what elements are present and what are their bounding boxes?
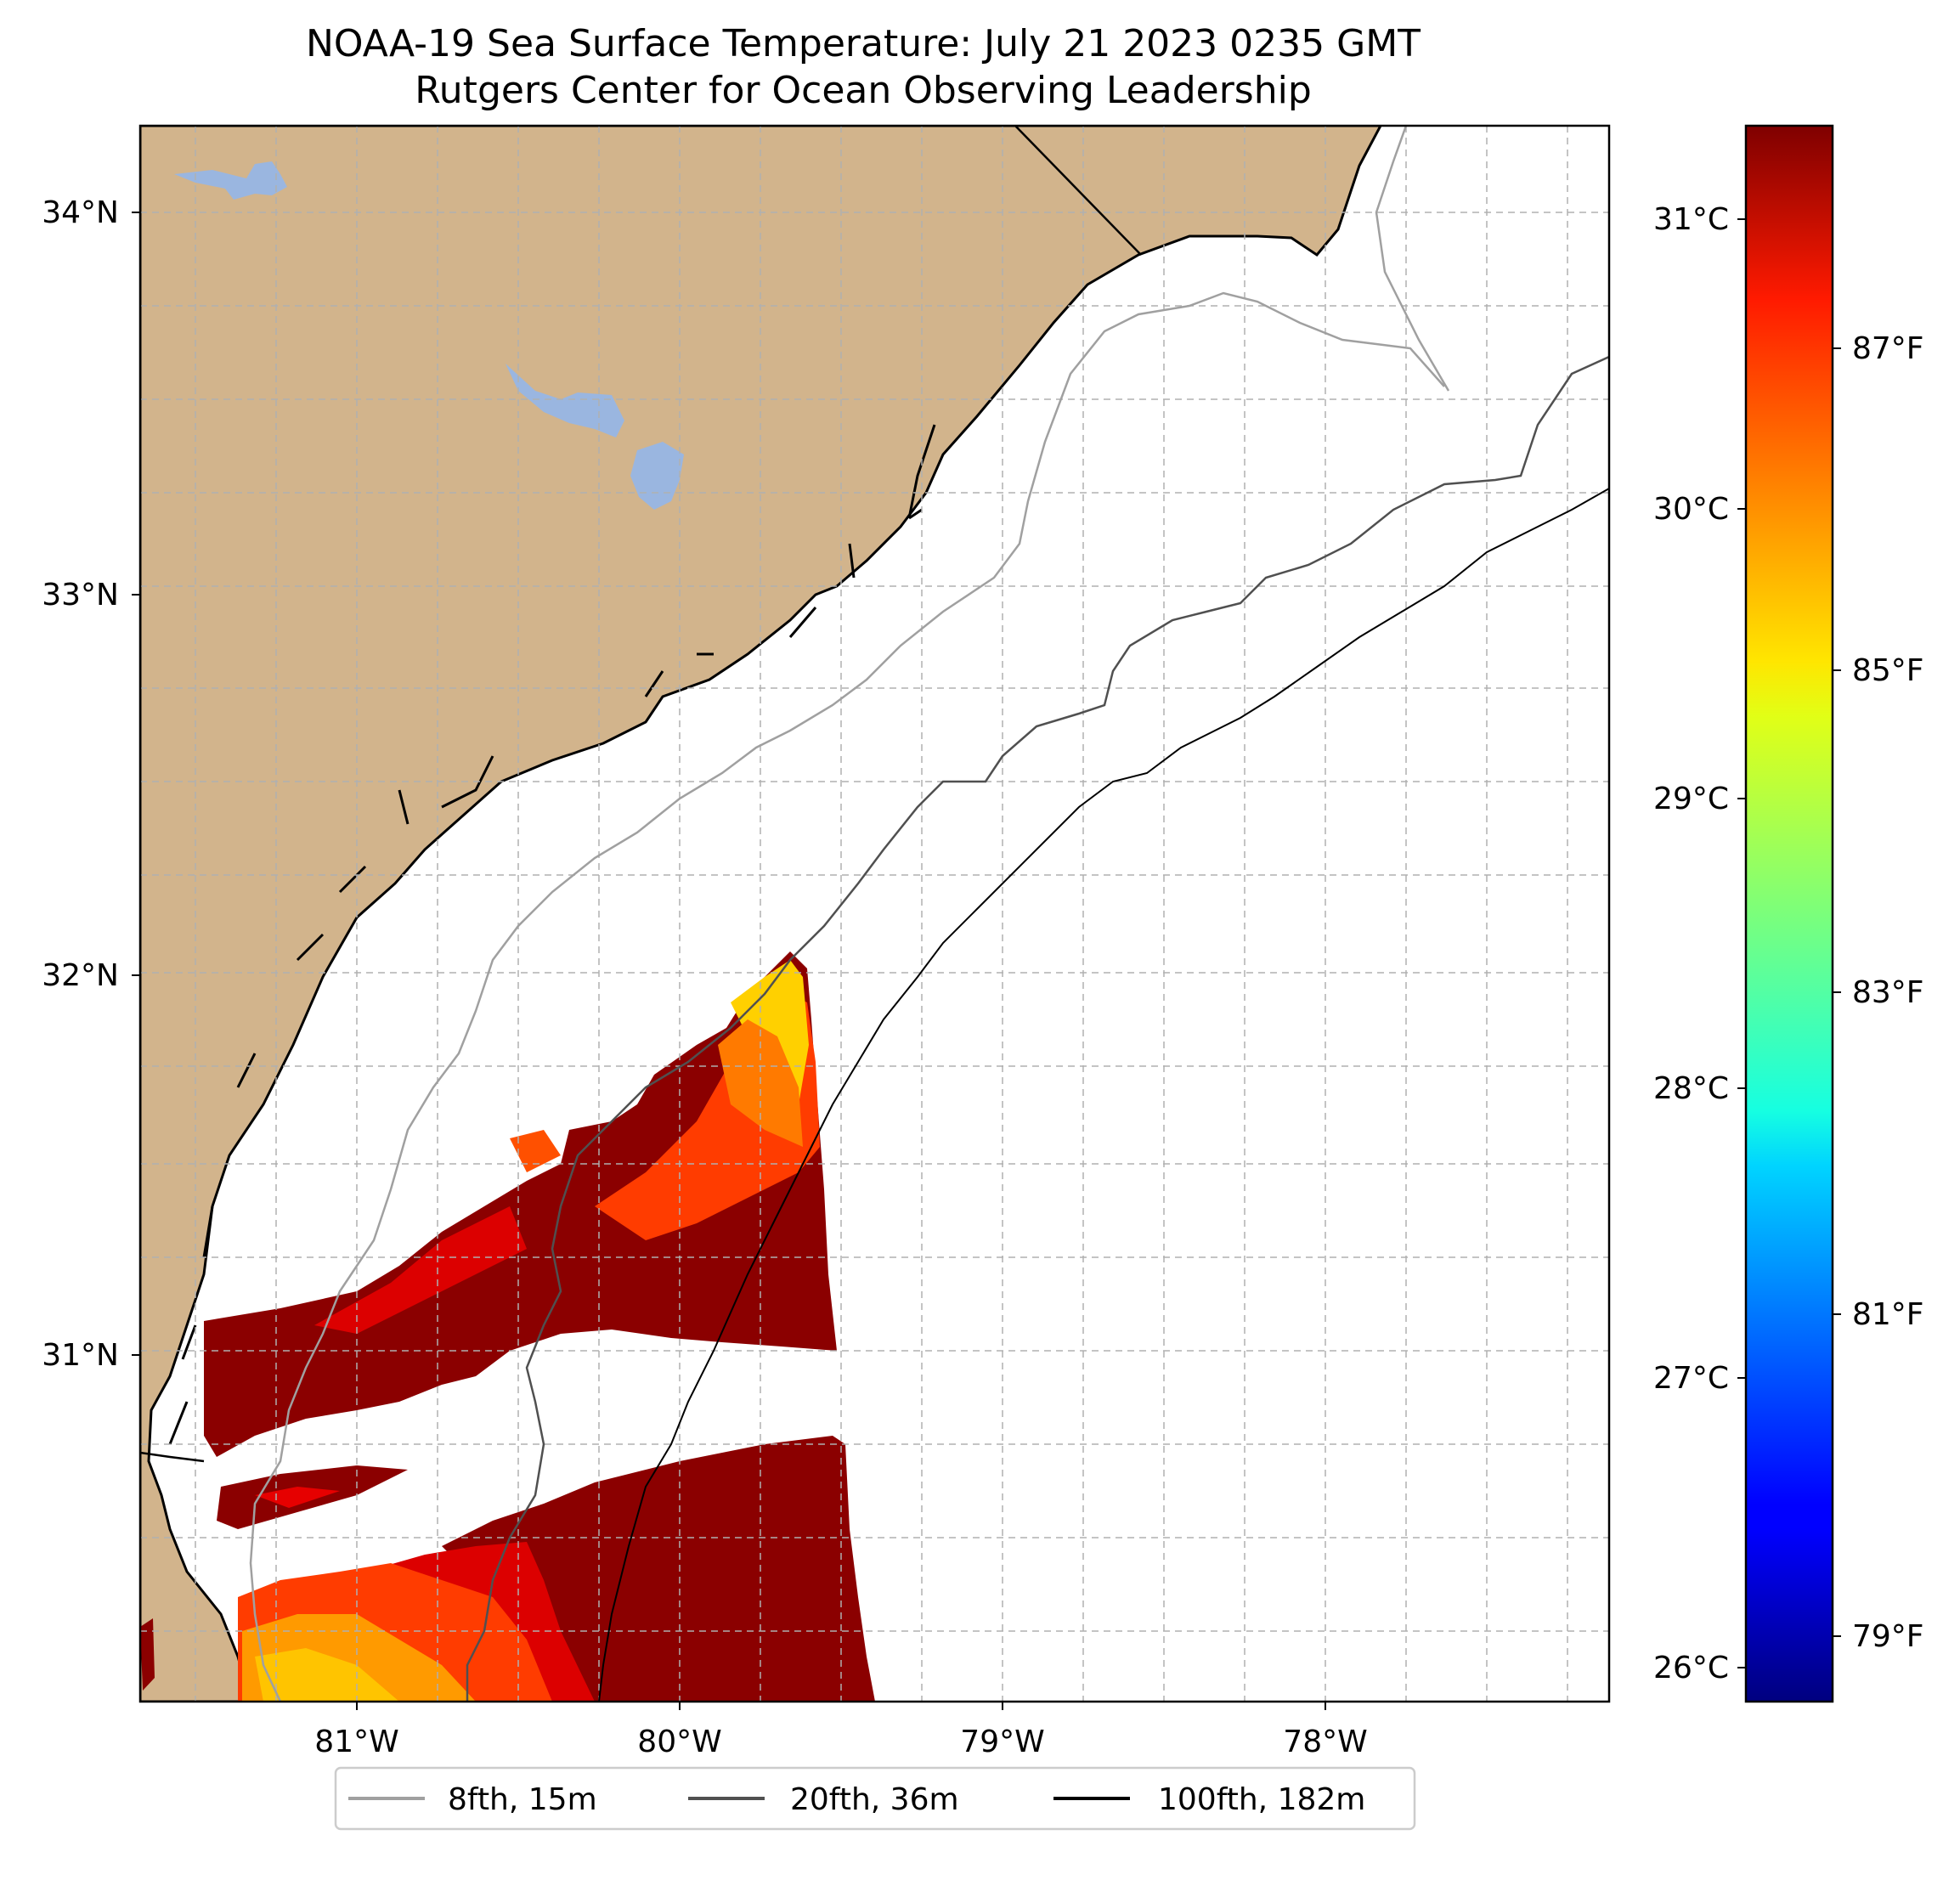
isobath-100fth <box>598 488 1609 1702</box>
isobath-20fth <box>466 355 1609 1702</box>
legend-box <box>334 1766 1416 1831</box>
colorbar-gradient <box>1744 124 1834 1703</box>
land-mass <box>140 126 1382 1702</box>
colorbar-c-tick-28: 28°C <box>1653 1071 1729 1106</box>
legend-label-8fth: 8fth, 15m <box>448 1782 597 1817</box>
lat-tick-33: 33°N <box>42 578 119 613</box>
coastline-inlets <box>168 424 936 1445</box>
lat-tick-32: 32°N <box>42 958 119 993</box>
lat-axis: 34°N 33°N 32°N 31°N <box>42 195 140 1373</box>
state-border <box>1014 126 1142 256</box>
legend-label-20fth: 20fth, 36m <box>790 1782 959 1817</box>
map-area <box>140 126 1609 1702</box>
colorbar-c-tick-31: 31°C <box>1653 202 1729 237</box>
gridlines <box>140 126 1609 1702</box>
colorbar-f-tick-79: 79°F <box>1852 1619 1924 1654</box>
colorbar-c-tick-26: 26°C <box>1653 1651 1729 1685</box>
lon-tick-79: 79°W <box>960 1725 1044 1759</box>
lon-axis: 81°W 80°W 79°W 78°W <box>314 1702 1368 1759</box>
colorbar-c-tick-30: 30°C <box>1653 492 1729 527</box>
lon-tick-80: 80°W <box>637 1725 721 1759</box>
sst-data-layer <box>140 951 875 1702</box>
colorbar-f-tick-87: 87°F <box>1852 331 1924 366</box>
colorbar-c-tick-27: 27°C <box>1653 1361 1729 1396</box>
lat-tick-31: 31°N <box>42 1338 119 1373</box>
title-line-1: NOAA-19 Sea Surface Temperature: July 21… <box>306 22 1421 65</box>
legend: 8fth, 15m 20fth, 36m 100fth, 182m <box>334 1766 1416 1831</box>
lat-tick-34: 34°N <box>42 195 119 230</box>
lon-tick-81: 81°W <box>314 1725 398 1759</box>
colorbar-f-tick-83: 83°F <box>1852 975 1924 1010</box>
legend-label-100fth: 100fth, 182m <box>1158 1782 1365 1817</box>
lake-top <box>174 161 287 200</box>
lon-tick-78: 78°W <box>1283 1725 1367 1759</box>
lake-marion <box>506 364 624 438</box>
colorbar: 31°C 30°C 29°C 28°C 27°C 26°C 87°F 85°F … <box>1653 124 1924 1703</box>
map-frame <box>138 124 1611 1703</box>
colorbar-f-tick-85: 85°F <box>1852 653 1924 688</box>
isobath-8fth <box>249 126 1450 1702</box>
state-border-ga <box>140 1451 205 1463</box>
colorbar-f-tick-81: 81°F <box>1852 1297 1924 1332</box>
colorbar-c-tick-29: 29°C <box>1653 782 1729 816</box>
title-line-2: Rutgers Center for Ocean Observing Leade… <box>415 69 1312 112</box>
